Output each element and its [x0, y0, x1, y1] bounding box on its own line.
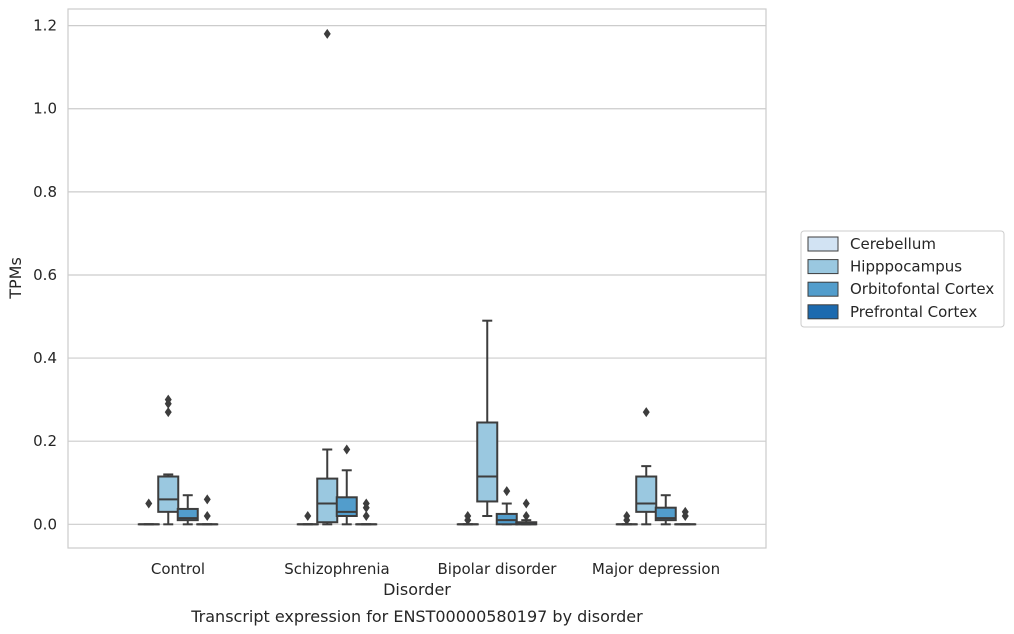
- outlier-point: [503, 486, 511, 497]
- box-prefrontal-cortex: [515, 498, 538, 526]
- legend: Cerebellum Hipppocampus Orbitofontal Corte…: [800, 230, 1005, 328]
- box-cerebellum: [456, 511, 479, 526]
- box-prefrontal-cortex: [196, 494, 219, 526]
- x-tick-label: Control: [151, 560, 205, 578]
- box-hipppocampus: [476, 319, 499, 518]
- y-tick-labels: 0.0 0.2 0.4 0.6 0.8 1.0 1.2: [33, 17, 57, 534]
- legend-swatch: [807, 259, 839, 275]
- legend-label: Hipppocampus: [850, 258, 962, 276]
- outlier-point: [642, 407, 650, 418]
- y-tick-label: 0.0: [33, 515, 57, 533]
- box-orbitofontal-cortex: [654, 494, 677, 526]
- box-prefrontal-cortex: [355, 498, 378, 526]
- x-tick-label: Schizophrenia: [284, 560, 389, 578]
- box-prefrontal-cortex: [674, 506, 697, 526]
- outlier-point: [203, 511, 211, 522]
- outlier-point: [362, 498, 370, 509]
- x-axis-title: Disorder: [383, 580, 451, 599]
- box-hipppocampus: [157, 394, 180, 526]
- figure-caption: Transcript expression for ENST0000058019…: [190, 607, 643, 626]
- y-tick-label: 0.8: [33, 183, 57, 201]
- outlier-point: [681, 506, 689, 517]
- outlier-point: [304, 511, 312, 522]
- box-body: [157, 475, 180, 513]
- outlier-point: [164, 407, 172, 418]
- outlier-point: [464, 515, 472, 526]
- plot-area: [67, 8, 767, 549]
- y-tick-label: 1.2: [33, 17, 57, 35]
- legend-swatch: [807, 236, 839, 252]
- box-cerebellum: [615, 511, 638, 526]
- x-tick-label: Bipolar disorder: [438, 560, 558, 578]
- outlier-point: [203, 494, 211, 505]
- outlier-point: [323, 28, 331, 39]
- legend-swatch: [807, 304, 839, 320]
- box-orbitofontal-cortex: [176, 494, 199, 526]
- outlier-point: [522, 498, 530, 509]
- box-hipppocampus: [635, 407, 658, 526]
- box-body: [335, 496, 358, 518]
- outlier-point: [362, 511, 370, 522]
- box-body: [176, 507, 199, 522]
- x-tick-labels: Control Schizophrenia Bipolar disorder Majo…: [151, 560, 720, 578]
- gridlines: [68, 25, 766, 525]
- legend-frame: [800, 230, 1005, 328]
- outlier-point: [623, 515, 631, 526]
- y-tick-label: 0.4: [33, 349, 57, 367]
- box-body: [476, 421, 499, 503]
- box-orbitofontal-cortex: [495, 486, 518, 526]
- box-body: [495, 512, 518, 526]
- legend-label: Cerebellum: [850, 235, 936, 253]
- y-tick-label: 1.0: [33, 100, 57, 118]
- legend-swatch: [807, 281, 839, 297]
- box-orbitofontal-cortex: [335, 444, 358, 526]
- box-body: [635, 475, 658, 513]
- box-body: [654, 506, 677, 522]
- y-axis-title: TPMs: [6, 257, 25, 300]
- box-hipppocampus: [316, 28, 339, 526]
- x-tick-label: Major depression: [592, 560, 720, 578]
- box-cerebellum: [296, 511, 319, 526]
- y-tick-label: 0.2: [33, 432, 57, 450]
- box-body: [316, 477, 339, 524]
- box-cerebellum: [137, 498, 160, 526]
- y-tick-label: 0.6: [33, 266, 57, 284]
- legend-label: Orbitofontal Cortex: [850, 280, 994, 298]
- outlier-point: [343, 444, 351, 455]
- box-series: [137, 28, 697, 526]
- outlier-point: [145, 498, 153, 509]
- outlier-point: [522, 511, 530, 522]
- outlier-point: [164, 394, 172, 405]
- legend-label: Prefrontal Cortex: [850, 303, 977, 321]
